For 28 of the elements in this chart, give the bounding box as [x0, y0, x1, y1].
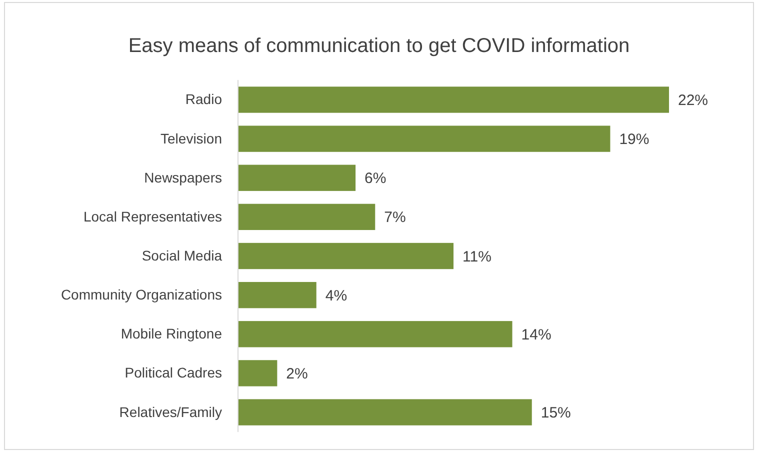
chart-title: Easy means of communication to get COVID information — [128, 35, 630, 57]
bar — [238, 204, 376, 230]
bar — [238, 164, 356, 191]
bar — [238, 321, 512, 348]
bar — [238, 126, 610, 152]
y-tick-label: Television — [160, 130, 222, 146]
y-tick-label: Social Media — [142, 247, 222, 264]
data-label: 7% — [384, 209, 406, 226]
y-tick-label: Newspapers — [144, 169, 222, 186]
y-tick-label: Local Representatives — [83, 208, 222, 224]
data-label: 19% — [619, 131, 650, 148]
bar — [238, 242, 454, 270]
data-label: 22% — [678, 92, 708, 109]
y-tick-label: Community Organizations — [60, 286, 222, 303]
y-tick-label: Radio — [185, 91, 222, 108]
data-label: 11% — [462, 248, 492, 266]
y-tick-label: Relatives/Family — [119, 404, 222, 420]
data-label: 14% — [521, 326, 552, 344]
bar — [238, 86, 669, 113]
y-tick-label: Mobile Ringtone — [120, 326, 222, 342]
data-label: 4% — [325, 287, 348, 304]
bar — [238, 399, 532, 426]
y-tick-label: Political Cadres — [124, 364, 222, 381]
data-label: 2% — [286, 365, 308, 382]
data-label: 15% — [540, 404, 571, 422]
data-label: 6% — [364, 170, 386, 188]
bar — [238, 360, 278, 386]
bar — [238, 282, 316, 308]
